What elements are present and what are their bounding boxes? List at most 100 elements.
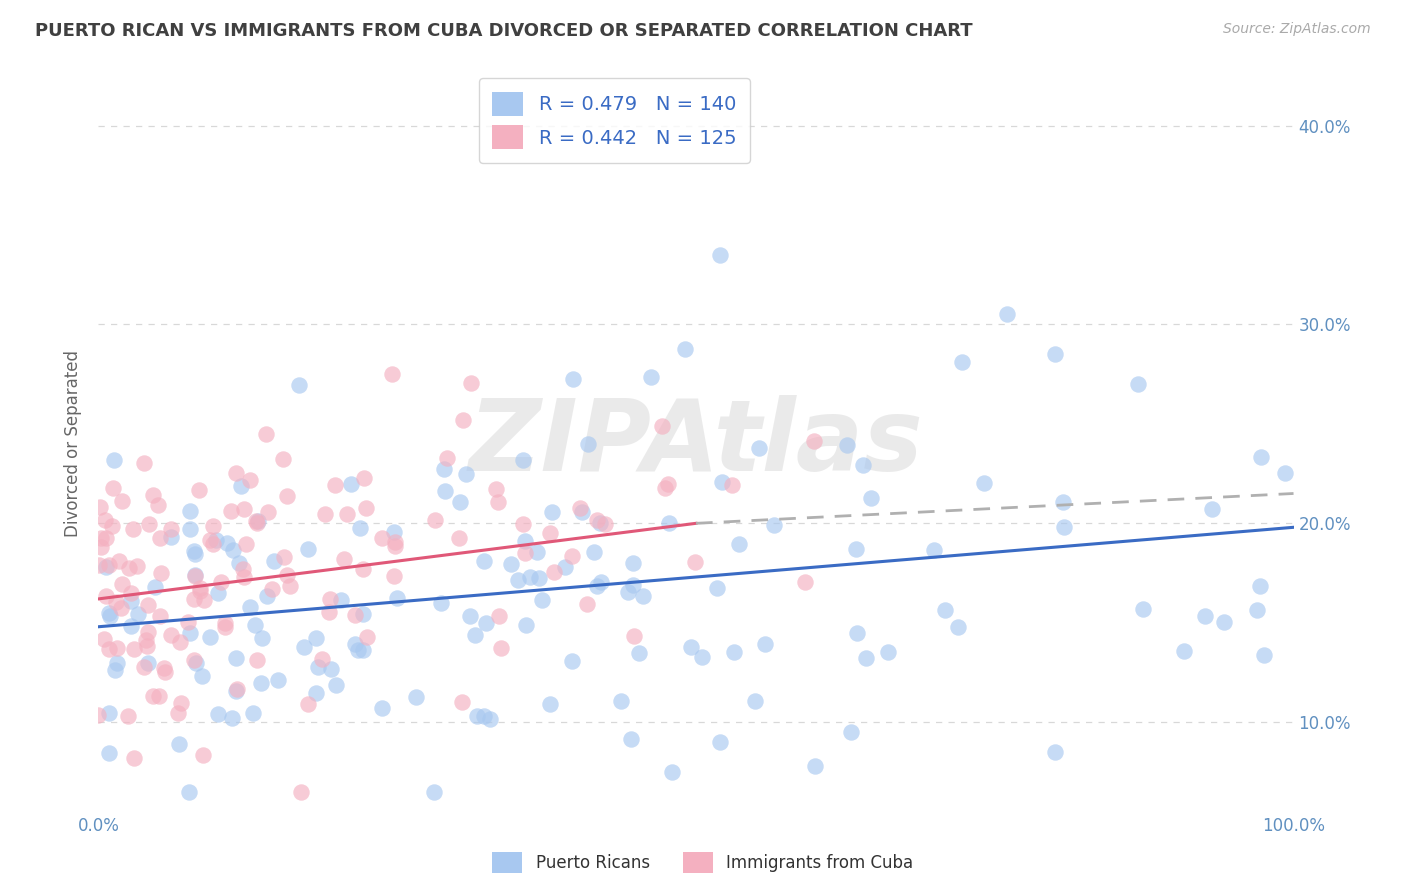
Point xyxy=(233,570,256,584)
Point xyxy=(460,376,482,390)
Point xyxy=(232,562,254,576)
Point xyxy=(219,503,242,517)
Point xyxy=(1201,502,1223,516)
Point xyxy=(621,556,644,570)
Point xyxy=(744,694,766,708)
Point xyxy=(101,481,124,495)
Point xyxy=(87,707,110,722)
Point xyxy=(271,452,294,467)
Point xyxy=(90,531,112,545)
Point xyxy=(589,574,612,589)
Point xyxy=(571,505,593,519)
Point xyxy=(184,569,207,583)
Point xyxy=(512,453,534,467)
Point xyxy=(111,577,134,591)
Point xyxy=(352,607,374,622)
Point xyxy=(728,537,751,551)
Point xyxy=(179,785,201,799)
Point xyxy=(486,495,509,509)
Text: Source: ZipAtlas.com: Source: ZipAtlas.com xyxy=(1223,22,1371,37)
Point xyxy=(1132,602,1154,616)
Point xyxy=(221,711,243,725)
Point xyxy=(488,608,510,623)
Point xyxy=(748,441,770,455)
Point xyxy=(754,637,776,651)
Point xyxy=(319,662,342,676)
Point xyxy=(89,558,111,572)
Point xyxy=(120,593,142,607)
Point xyxy=(512,517,534,532)
Point xyxy=(384,535,406,549)
Point xyxy=(89,500,111,514)
Point xyxy=(207,707,229,722)
Point xyxy=(105,640,128,655)
Point xyxy=(709,735,731,749)
Point xyxy=(336,507,359,521)
Point xyxy=(793,575,815,590)
Point xyxy=(922,543,945,558)
Point xyxy=(1250,450,1272,465)
Point xyxy=(353,471,375,485)
Point xyxy=(330,593,353,607)
Point xyxy=(423,785,446,799)
Point xyxy=(305,631,328,645)
Point xyxy=(256,589,278,603)
Point xyxy=(314,508,336,522)
Point xyxy=(1253,648,1275,663)
Point xyxy=(124,751,146,765)
Point xyxy=(333,552,356,566)
Point xyxy=(526,544,548,558)
Point xyxy=(433,462,456,476)
Point xyxy=(478,712,501,726)
Point xyxy=(153,665,176,679)
Point xyxy=(347,643,370,657)
Point xyxy=(472,709,495,723)
Point xyxy=(228,556,250,570)
Point xyxy=(201,518,224,533)
Point xyxy=(472,554,495,568)
Point xyxy=(561,549,583,563)
Point xyxy=(451,695,474,709)
Point xyxy=(384,539,406,553)
Point xyxy=(356,630,378,644)
Point xyxy=(1194,609,1216,624)
Point xyxy=(673,343,696,357)
Point xyxy=(127,607,149,621)
Point xyxy=(110,601,132,615)
Point xyxy=(585,513,607,527)
Point xyxy=(515,546,537,560)
Point xyxy=(179,625,201,640)
Point xyxy=(98,706,121,721)
Point xyxy=(515,617,537,632)
Point xyxy=(245,514,267,528)
Point xyxy=(763,517,786,532)
Point xyxy=(583,545,606,559)
Point xyxy=(183,567,205,582)
Point xyxy=(654,481,676,495)
Point xyxy=(209,575,232,590)
Point xyxy=(803,434,825,449)
Point xyxy=(304,686,326,700)
Point xyxy=(354,500,377,515)
Point xyxy=(169,635,191,649)
Point xyxy=(576,597,599,611)
Point xyxy=(657,476,679,491)
Point xyxy=(132,456,155,470)
Point xyxy=(98,606,121,620)
Point xyxy=(382,569,405,583)
Point xyxy=(257,505,280,519)
Point xyxy=(239,600,262,615)
Point xyxy=(160,628,183,642)
Point xyxy=(263,553,285,567)
Text: ZIPAtlas: ZIPAtlas xyxy=(468,395,924,492)
Point xyxy=(995,308,1018,322)
Point xyxy=(98,609,121,624)
Point xyxy=(841,725,863,739)
Legend: R = 0.479   N = 140, R = 0.442   N = 125: R = 0.479 N = 140, R = 0.442 N = 125 xyxy=(478,78,751,162)
Point xyxy=(159,530,181,544)
Point xyxy=(950,355,973,369)
Point xyxy=(540,525,562,540)
Point xyxy=(142,689,165,703)
Point xyxy=(651,419,673,434)
Point xyxy=(179,522,201,536)
